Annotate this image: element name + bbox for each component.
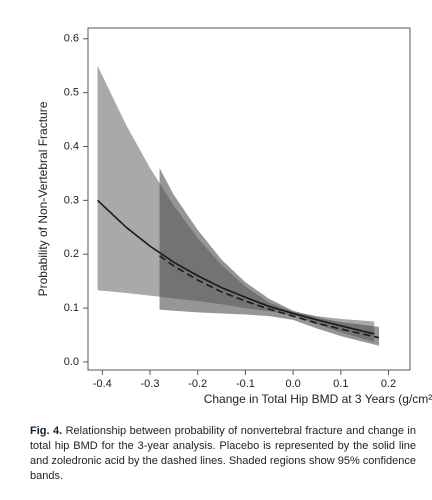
x-tick-label: -0.3	[141, 378, 160, 390]
caption-label: Fig. 4.	[30, 425, 63, 437]
x-axis-label: Change in Total Hip BMD at 3 Years (g/cm…	[204, 392, 432, 406]
line	[96, 199, 375, 335]
x-tick-label: 0.1	[333, 378, 348, 390]
y-tick-label: 0.3	[64, 194, 79, 206]
x-tick-label: 0.2	[381, 378, 396, 390]
y-tick-label: 0.5	[64, 87, 79, 99]
caption: Fig. 4. Relationship between probability…	[30, 424, 416, 484]
caption-text: Relationship between probability of nonv…	[30, 425, 416, 482]
y-tick-label: 0.6	[64, 33, 79, 45]
y-tick-label: 0.2	[64, 248, 79, 260]
x-tick-label: -0.1	[236, 378, 255, 390]
y-tick-label: 0.0	[64, 356, 79, 368]
x-tick-label: -0.4	[93, 378, 112, 390]
y-tick-label: 0.1	[64, 302, 79, 314]
x-tick-label: -0.2	[188, 378, 207, 390]
y-axis-label: Probability of Non-Vertebral Fracture	[36, 101, 50, 296]
confidence-band	[159, 168, 379, 346]
x-tick-label: 0.0	[285, 378, 300, 390]
y-tick-label: 0.4	[64, 140, 79, 152]
chart: Change in Total Hip BMD at 3 Years (g/cm…	[36, 27, 432, 406]
plot-frame	[87, 27, 411, 371]
line	[159, 255, 380, 339]
